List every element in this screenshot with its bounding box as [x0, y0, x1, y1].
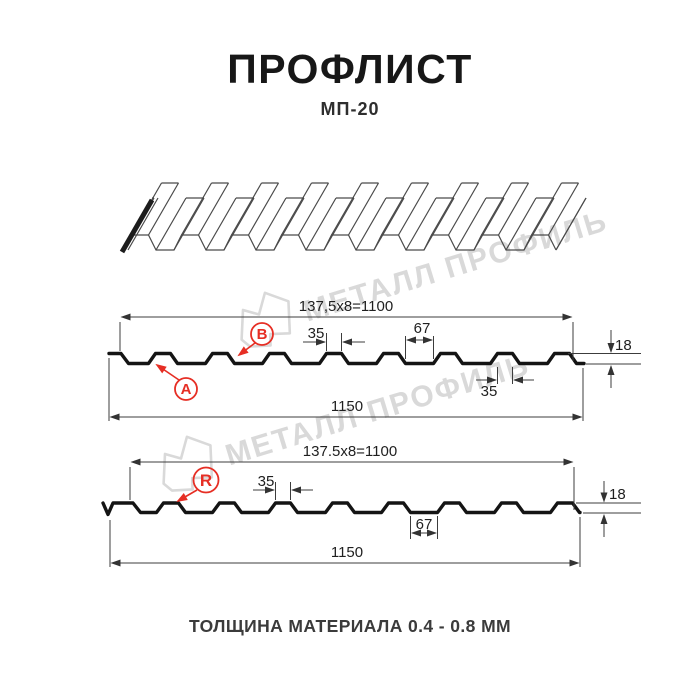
thickness-caption: ТОЛЩИНА МАТЕРИАЛА 0.4 - 0.8 ММ [188, 616, 512, 636]
dim-total-width-top: 1150 [331, 398, 363, 415]
metal-profile-logo-icon [162, 435, 214, 492]
label-b-circle [250, 322, 274, 346]
page-title: ПРОФЛИСТ [227, 46, 473, 92]
label-a-circle [174, 377, 198, 401]
dim-rib-width-top: 35 [308, 325, 325, 342]
dim-valley-width-top: 67 [414, 320, 431, 337]
cross-section-bottom: 137.5x8=1100 35 67 18 1150 [101, 443, 641, 567]
page-subtitle: МП-20 [320, 99, 380, 119]
profile-outline-top [107, 351, 586, 366]
dim-rib-width-bottom: 35 [481, 383, 498, 400]
cross-section-top: 137,5x8=1100 35 67 18 35 [107, 298, 641, 421]
dim-height-bottom: 18 [609, 486, 626, 503]
dim-module-bottom: 137.5x8=1100 [303, 443, 397, 460]
dim-total-width-bottom: 1150 [331, 544, 363, 561]
profile-outline-bottom [101, 501, 582, 517]
dim-valley-width-bottom: 67 [416, 516, 433, 533]
dim-rib-width: 35 [258, 473, 275, 490]
dim-module-top: 137,5x8=1100 [299, 298, 393, 315]
dim-height-top: 18 [615, 337, 632, 354]
metal-profile-logo-icon [240, 291, 292, 348]
label-a: A [181, 381, 192, 398]
label-r-circle [192, 466, 220, 494]
label-r: R [200, 471, 212, 490]
sheet-3d-view [119, 182, 587, 254]
label-b: B [257, 326, 268, 343]
